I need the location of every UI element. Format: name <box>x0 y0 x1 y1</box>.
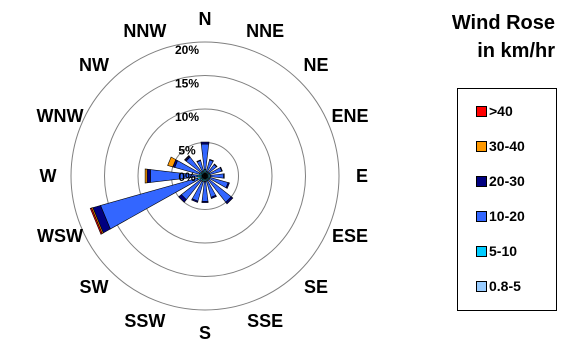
direction-label-wnw: WNW <box>37 106 84 126</box>
direction-label-sw: SW <box>80 277 109 297</box>
legend-item: 5-10 <box>476 243 517 259</box>
legend-label: 5-10 <box>489 243 518 259</box>
petal-w-1 <box>196 174 203 178</box>
direction-label-nne: NNE <box>246 21 284 41</box>
grid-ring-2 <box>137 108 273 244</box>
petal-nnw-3 <box>196 159 202 163</box>
chart-title-line2: in km/hr <box>477 40 555 62</box>
direction-label-ne: NE <box>303 55 328 75</box>
petal-sse-3 <box>210 194 217 199</box>
direction-label-se: SE <box>304 277 328 297</box>
direction-label-s: S <box>199 323 211 343</box>
direction-label-ese: ESE <box>332 226 368 246</box>
ring-label-0: 0% <box>178 170 196 184</box>
direction-label-e: E <box>356 166 368 186</box>
direction-label-nnw: NNW <box>123 21 166 41</box>
petal-w-3 <box>146 168 151 184</box>
petal-ene-3 <box>219 166 223 172</box>
direction-label-sse: SSE <box>247 311 283 331</box>
petal-n-1 <box>203 169 207 174</box>
petal-nw-4 <box>184 155 190 161</box>
petal-ne-3 <box>213 163 218 168</box>
legend-label: 0.8-5 <box>489 278 521 294</box>
ring-label-1: 5% <box>178 144 196 158</box>
petal-n-3 <box>200 141 210 145</box>
petal-ssw-3 <box>191 198 199 203</box>
direction-label-nw: NW <box>79 55 109 75</box>
legend-label: 30-40 <box>489 138 525 154</box>
legend-label: 20-30 <box>489 173 525 189</box>
petal-e-2 <box>210 173 224 179</box>
petal-ese-3 <box>225 182 230 189</box>
direction-label-wsw: WSW <box>37 226 83 246</box>
ring-label-4: 20% <box>175 43 199 57</box>
ring-label-3: 15% <box>175 77 199 91</box>
grid-ring-3 <box>104 75 306 277</box>
legend-item: 20-30 <box>476 173 525 189</box>
legend-swatch <box>476 210 487 222</box>
grid-ring-4 <box>70 41 340 311</box>
petal-sw-3 <box>178 194 187 203</box>
direction-label-ssw: SSW <box>124 311 165 331</box>
legend-swatch <box>476 245 487 257</box>
legend-item: 30-40 <box>476 138 525 154</box>
legend-swatch <box>476 140 487 152</box>
chart-title-line1: Wind Rose <box>451 12 555 34</box>
petal-wsw-5 <box>89 207 103 235</box>
petal-se-3 <box>225 196 234 205</box>
petal-e-3 <box>223 173 225 179</box>
legend: >40 30-40 20-30 10-20 5-10 0.8-5 <box>457 88 557 311</box>
legend-label: >40 <box>489 103 513 119</box>
petal-nne-3 <box>209 158 214 162</box>
direction-label-n: N <box>199 9 212 29</box>
legend-item: 0.8-5 <box>476 278 521 294</box>
legend-swatch <box>476 105 487 117</box>
petal-wnw-4 <box>167 156 177 168</box>
petal-s-3 <box>201 200 209 203</box>
legend-swatch <box>476 280 487 292</box>
direction-label-ene: ENE <box>331 106 368 126</box>
direction-label-w: W <box>40 166 57 186</box>
ring-label-2: 10% <box>175 110 199 124</box>
legend-label: 10-20 <box>489 208 525 224</box>
legend-item: 10-20 <box>476 208 525 224</box>
legend-item: >40 <box>476 103 513 119</box>
petal-w-4 <box>144 168 148 184</box>
legend-swatch <box>476 175 487 187</box>
petal-wsw-2 <box>100 177 199 230</box>
